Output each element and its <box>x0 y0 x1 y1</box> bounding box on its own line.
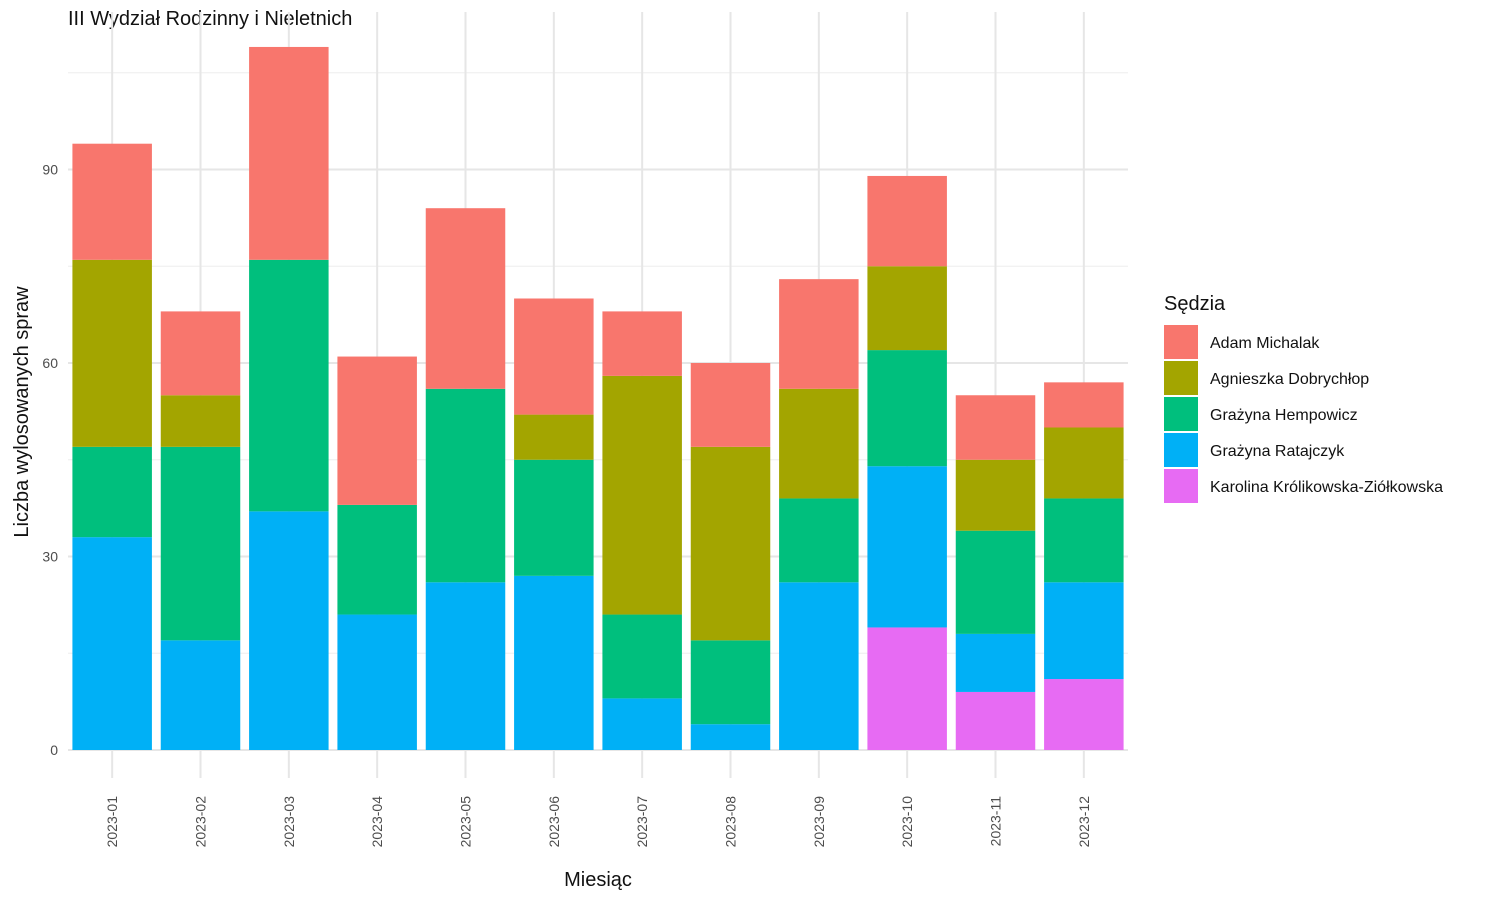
y-tick-label: 0 <box>50 742 58 758</box>
bar-segment <box>514 298 594 415</box>
bar-segment <box>867 266 947 351</box>
bar-segment <box>690 363 771 447</box>
bar-segment <box>514 459 594 576</box>
legend-items: Adam Michalak Agnieszka Dobrychłop Grażyna… <box>1164 325 1443 503</box>
legend-swatch <box>1164 325 1198 359</box>
x-tick-label: 2023-07 <box>634 796 650 848</box>
bar-segment <box>955 459 1036 531</box>
bar-segment <box>602 311 682 376</box>
bar-segment <box>337 356 417 505</box>
y-tick-label: 90 <box>42 162 58 178</box>
bar-segment <box>955 530 1036 634</box>
x-tick-label: 2023-06 <box>546 796 562 848</box>
bar-segment <box>249 46 329 260</box>
x-tick-label: 2023-09 <box>811 796 827 848</box>
x-tick-labels: 2023-01 2023-02 2023-03 2023-04 2023-05 2023-… <box>104 796 1092 848</box>
x-tick-label: 2023-02 <box>193 796 209 848</box>
bar-segment <box>1044 382 1124 428</box>
bar-segment <box>779 279 859 389</box>
bar-segment <box>867 350 947 467</box>
bar-segment <box>1044 582 1124 680</box>
bar-segment <box>249 511 329 750</box>
bar-segment <box>690 446 771 641</box>
x-tick-label: 2023-11 <box>988 796 1004 847</box>
bar-segment <box>955 691 1036 750</box>
bar-segment <box>249 259 329 512</box>
bar-segment <box>690 724 771 750</box>
bar-segment <box>602 375 682 615</box>
bar-segment <box>1044 498 1124 583</box>
legend-label: Agnieszka Dobrychłop <box>1210 371 1369 388</box>
y-tick-label: 60 <box>42 355 58 371</box>
legend-swatch <box>1164 361 1198 395</box>
legend-swatch <box>1164 469 1198 503</box>
chart-title: III Wydział Rodzinny i Nieletnich <box>68 8 353 30</box>
bar-segment <box>425 582 506 750</box>
bar-segment <box>72 446 152 538</box>
legend-title: Sędzia <box>1164 293 1226 315</box>
legend-label: Adam Michalak <box>1210 335 1320 352</box>
bar-segment <box>779 582 859 750</box>
bar-segment <box>160 446 241 641</box>
bar-segment <box>867 466 947 628</box>
bars-layer <box>72 46 1124 750</box>
bar-segment <box>690 640 771 725</box>
y-tick-labels: 0 30 60 90 <box>42 162 58 759</box>
bar-segment <box>160 311 241 396</box>
x-tick-label: 2023-12 <box>1076 796 1092 848</box>
x-tick-label: 2023-05 <box>458 796 474 848</box>
x-tick-label: 2023-03 <box>281 796 297 848</box>
legend-label: Grażyna Hempowicz <box>1210 407 1358 424</box>
bar-segment <box>514 414 594 460</box>
x-axis-title: Miesiąc <box>564 869 632 891</box>
bar-segment <box>1044 427 1124 499</box>
x-tick-label: 2023-04 <box>369 796 385 848</box>
bar-segment <box>867 627 947 750</box>
bar-segment <box>425 208 506 389</box>
legend-swatch <box>1164 433 1198 467</box>
bar-segment <box>72 143 152 260</box>
bar-segment <box>779 498 859 583</box>
x-tick-label: 2023-10 <box>899 796 915 848</box>
legend: Sędzia Adam Michalak Agnieszka Dobrychłop… <box>1164 293 1443 503</box>
bar-segment <box>72 259 152 447</box>
bar-segment <box>602 614 682 699</box>
bar-segment <box>867 175 947 267</box>
bar-segment <box>72 537 152 750</box>
x-tick-label: 2023-08 <box>723 796 739 848</box>
legend-swatch <box>1164 397 1198 431</box>
bar-segment <box>514 575 594 750</box>
x-tick-label: 2023-01 <box>104 796 120 848</box>
bar-segment <box>955 395 1036 460</box>
bar-segment <box>337 504 417 615</box>
legend-label: Karolina Królikowska-Ziółkowska <box>1210 479 1443 496</box>
y-tick-label: 30 <box>42 549 58 565</box>
bar-segment <box>160 395 241 447</box>
bar-segment <box>602 698 682 750</box>
bar-segment <box>337 614 417 750</box>
bar-segment <box>425 388 506 583</box>
bar-segment <box>1044 679 1124 750</box>
bar-segment <box>779 388 859 499</box>
bar-segment <box>955 633 1036 692</box>
legend-label: Grażyna Ratajczyk <box>1210 443 1345 460</box>
y-axis-title: Liczba wylosowanych spraw <box>11 286 33 538</box>
bar-segment <box>160 640 241 750</box>
